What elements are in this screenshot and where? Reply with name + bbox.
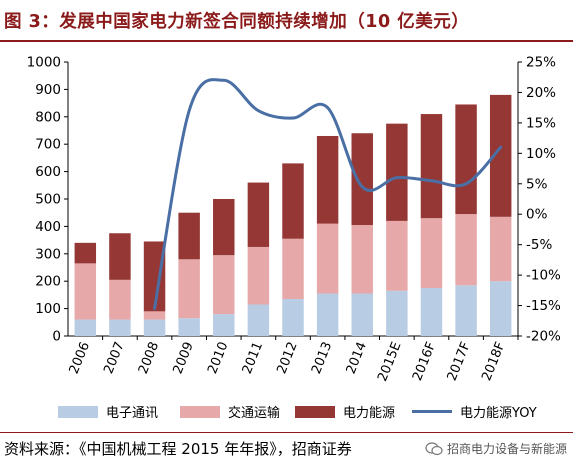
bar-1 — [143, 319, 166, 336]
bar-1 — [282, 299, 304, 336]
bar-3 — [247, 182, 270, 247]
y-right-tick-label: -10% — [526, 268, 561, 284]
title-rule — [0, 40, 573, 42]
bar-3 — [213, 199, 235, 256]
bar-3 — [420, 114, 443, 219]
bar-1 — [247, 304, 270, 336]
chart-title: 图 3：发展中国家电力新签合同额持续增加（10 亿美元） — [4, 11, 470, 32]
x-tick-label: 2008 — [136, 340, 162, 376]
watermark-text: 招商电力设备与新能源 — [446, 442, 567, 456]
bar-2 — [455, 214, 477, 286]
bar-1 — [455, 285, 477, 336]
x-tick-label: 2014 — [344, 340, 370, 376]
bar-2 — [489, 216, 512, 282]
x-tick-label: 2007 — [101, 340, 127, 376]
legend-label-s3: 电力能源 — [343, 406, 396, 421]
y-left-tick-label: 900 — [35, 82, 61, 98]
y-right-tick-label: 25% — [526, 55, 556, 71]
x-tick-label: 2018F — [479, 340, 508, 383]
y-right-tick-label: -5% — [526, 237, 552, 253]
legend-item-s3: 电力能源 — [295, 402, 395, 421]
y-right-tick-label: 0% — [526, 207, 548, 223]
x-tick-label: 2006 — [67, 340, 93, 376]
y-left-tick-label: 400 — [35, 219, 61, 235]
y-right-tick-label: 20% — [526, 85, 556, 101]
y-left-tick-label: 700 — [35, 137, 61, 153]
y-right-tick-label: 15% — [526, 115, 556, 131]
bar-3 — [455, 104, 477, 215]
y-left-tick-label: 0 — [52, 329, 61, 345]
bar-3 — [178, 212, 200, 260]
y-right-tick-label: 10% — [526, 146, 556, 162]
chart: 0 100 200 300 400 500 600 700 800 900 1000 -20% -15%… — [27, 55, 561, 384]
bar-1 — [386, 290, 408, 336]
legend-label-line: 电力能源YOY — [460, 406, 537, 421]
x-tick-label: 2011 — [240, 340, 266, 376]
title-bar: 图 3：发展中国家电力新签合同额持续增加（10 亿美元） — [0, 0, 573, 40]
y-left-tick-label: 500 — [35, 192, 61, 208]
legend: 电子通讯 交通运输 电力能源 电力能源YOY — [0, 398, 573, 426]
bar-1 — [74, 319, 97, 336]
bar-1 — [420, 288, 443, 336]
x-tick-label: 2013 — [309, 340, 335, 376]
bar-2 — [143, 311, 166, 320]
legend-item-line: 电力能源YOY — [412, 402, 537, 421]
bar-1 — [316, 293, 339, 336]
x-tick-label: 2010 — [205, 340, 231, 376]
bar-3 — [489, 94, 512, 217]
bar-3 — [109, 233, 131, 280]
bar-1 — [213, 314, 235, 336]
bar-3 — [351, 133, 373, 226]
bar-2 — [386, 220, 408, 291]
bar-3 — [282, 163, 304, 239]
x-tick-label: 2016F — [410, 340, 439, 383]
bar-3 — [316, 135, 339, 224]
y-right-tick-label: -15% — [526, 298, 561, 314]
bar-1 — [351, 293, 373, 336]
y-left-tick-label: 800 — [35, 109, 61, 125]
x-tick-label: 2009 — [171, 340, 197, 376]
legend-label-s2: 交通运输 — [228, 406, 281, 421]
legend-item-s1: 电子通讯 — [58, 402, 158, 421]
bar-1 — [489, 281, 512, 336]
legend-swatch-s1 — [58, 405, 98, 418]
watermark: 招商电力设备与新能源 — [425, 440, 567, 457]
y-left-tick-label: 300 — [35, 246, 61, 262]
bar-3 — [143, 241, 166, 312]
bar-2 — [213, 255, 235, 315]
bar-2 — [178, 259, 200, 319]
bar-2 — [282, 238, 304, 300]
bar-3 — [74, 242, 97, 264]
footer-rule — [0, 432, 573, 433]
y-left-tick-label: 200 — [35, 274, 61, 290]
legend-swatch-s3 — [295, 405, 335, 418]
bar-2 — [109, 279, 131, 320]
bar-2 — [420, 218, 443, 289]
yoy-line — [153, 78, 503, 311]
legend-item-s2: 交通运输 — [180, 402, 280, 421]
y-left-tick-label: 1000 — [27, 55, 61, 71]
bar-2 — [74, 263, 97, 320]
bar-3 — [386, 123, 408, 221]
y-right-tick-label: -20% — [526, 329, 561, 345]
bar-2 — [351, 225, 373, 294]
x-tick-label: 2012 — [274, 340, 300, 376]
source-note: 资料来源：《中国机械工程 2015 年年报》，招商证券 — [4, 440, 352, 458]
x-tick-label: 2015E — [375, 340, 404, 384]
x-tick-label: 2017F — [445, 340, 474, 383]
y-left-tick-label: 100 — [35, 301, 61, 317]
y-left-tick-label: 600 — [35, 164, 61, 180]
bar-1 — [178, 318, 200, 336]
bar-2 — [316, 223, 339, 294]
y-right-tick-label: 5% — [526, 176, 548, 192]
legend-swatch-line — [412, 410, 452, 413]
legend-swatch-s2 — [180, 405, 220, 418]
bar-2 — [247, 246, 270, 305]
wechat-icon — [425, 441, 443, 455]
bar-1 — [109, 319, 131, 336]
legend-label-s1: 电子通讯 — [106, 406, 159, 421]
